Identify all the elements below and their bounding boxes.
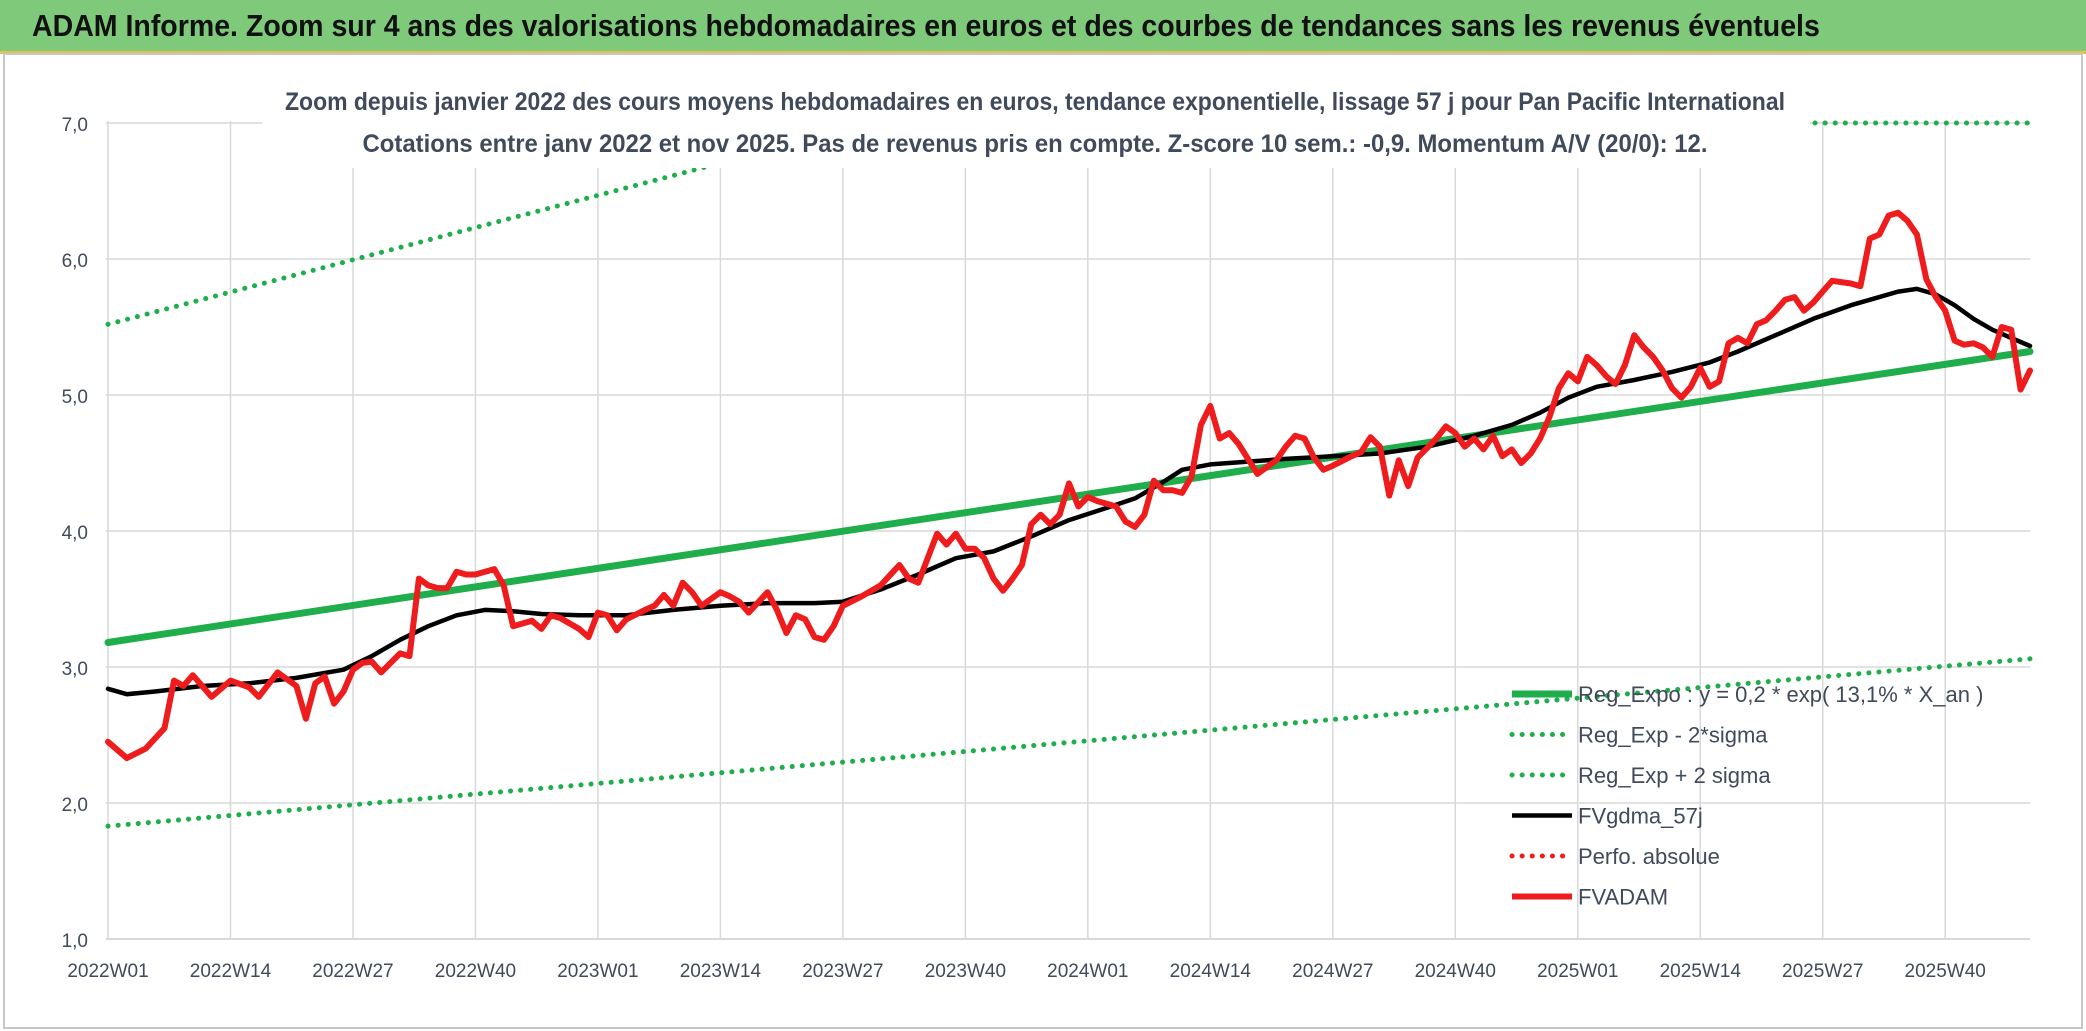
x-tick-label: 2022W01 xyxy=(67,961,148,982)
y-tick-label: 7,0 xyxy=(62,115,88,136)
series-line-5 xyxy=(105,209,2033,762)
x-tick-label: 2022W40 xyxy=(435,961,516,982)
x-tick-label: 2024W01 xyxy=(1047,961,1128,982)
x-tick-label: 2023W01 xyxy=(557,961,638,982)
y-tick-label: 2,0 xyxy=(62,795,88,816)
legend-label: FVgdma_57j xyxy=(1578,804,1703,829)
chart-subtitle: Cotations entre janv 2022 et nov 2025. P… xyxy=(363,130,1708,158)
x-tick-label: 2025W14 xyxy=(1660,961,1742,982)
legend-label: FVADAM xyxy=(1578,885,1668,910)
report-banner: ADAM Informe. Zoom sur 4 ans des valoris… xyxy=(0,0,2086,54)
title-background xyxy=(262,80,1810,168)
legend: Reg_Expo : y = 0,2 * exp( 13,1% * X_an )… xyxy=(1509,682,1983,910)
x-tick-label: 2024W27 xyxy=(1292,961,1373,982)
x-tick-label: 2023W27 xyxy=(802,961,883,982)
grid-lines xyxy=(106,121,2030,940)
y-tick-label: 4,0 xyxy=(62,523,88,544)
x-tick-label: 2023W14 xyxy=(680,961,762,982)
report-title: ADAM Informe. Zoom sur 4 ans des valoris… xyxy=(32,8,1820,43)
chart-title-block: Zoom depuis janvier 2022 des cours moyen… xyxy=(262,80,1810,168)
x-tick-label: 2025W01 xyxy=(1537,961,1618,982)
y-tick-label: 5,0 xyxy=(62,387,88,408)
y-tick-label: 3,0 xyxy=(62,659,88,680)
y-tick-label: 1,0 xyxy=(62,931,88,952)
x-tick-label: 2025W40 xyxy=(1905,961,1986,982)
legend-label: Reg_Exp + 2 sigma xyxy=(1578,763,1771,788)
legend-label: Reg_Expo : y = 0,2 * exp( 13,1% * X_an ) xyxy=(1578,682,1983,707)
chart-frame xyxy=(3,53,2083,1029)
legend-label: Perfo. absolue xyxy=(1578,844,1720,869)
x-tick-label: 2024W40 xyxy=(1415,961,1496,982)
chart-title: Zoom depuis janvier 2022 des cours moyen… xyxy=(285,88,1785,116)
x-tick-label: 2022W14 xyxy=(190,961,272,982)
x-tick-label: 2023W40 xyxy=(925,961,1006,982)
axis-layer: 1,0 2,0 3,0 4,0 5,0 6,0 7,0 2022W01 2022W14 2022W… xyxy=(62,115,1986,982)
series-line-2 xyxy=(105,123,883,327)
x-tick-label: 2024W14 xyxy=(1170,961,1252,982)
series-line-0 xyxy=(104,348,2034,646)
series-clip-group xyxy=(104,123,2034,829)
x-tick-label: 2025W27 xyxy=(1782,961,1863,982)
legend-label: Reg_Exp - 2*sigma xyxy=(1578,723,1768,748)
x-tick-label: 2022W27 xyxy=(312,961,393,982)
series-layer xyxy=(104,120,2034,829)
series-line-1 xyxy=(105,656,2033,829)
y-tick-label: 6,0 xyxy=(62,251,88,272)
